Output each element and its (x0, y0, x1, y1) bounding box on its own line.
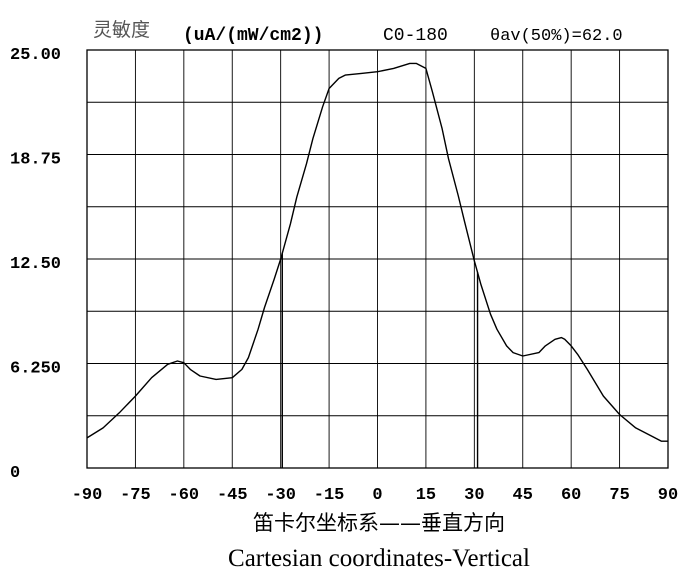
x-tick-label: -60 (169, 486, 200, 505)
x-tick-label: 45 (513, 486, 533, 505)
y-tick-label: 0 (10, 464, 20, 483)
y-tick-labels: 0 6.250 12.50 18.75 25.00 (10, 46, 61, 483)
x-tick-label: 90 (658, 486, 678, 505)
x-tick-label: -75 (120, 486, 151, 505)
x-tick-label: -30 (265, 486, 296, 505)
header-plane: C0-180 (383, 26, 448, 46)
x-tick-label: 75 (609, 486, 629, 505)
x-tick-label: 0 (372, 486, 382, 505)
header-unit: (uA/(mW/cm2)) (183, 26, 323, 46)
header-half-angle: θav(50%)=62.0 (490, 27, 623, 46)
x-tick-label: 30 (464, 486, 484, 505)
y-tick-label: 12.50 (10, 255, 61, 274)
half-intensity-markers (281, 253, 479, 468)
header-label-cn: 灵敏度 (93, 19, 150, 41)
sensitivity-curve (86, 62, 668, 442)
x-tick-label: -15 (314, 486, 345, 505)
grid-lines (87, 50, 668, 468)
x-tick-label: 15 (416, 486, 436, 505)
y-tick-label: 25.00 (10, 46, 61, 65)
y-tick-label: 6.250 (10, 360, 61, 379)
x-tick-labels: -90 -75 -60 -45 -30 -15 0 15 30 45 60 75 90 (72, 486, 679, 505)
series-layer (86, 62, 668, 442)
x-tick-label: 60 (561, 486, 581, 505)
footer-title-en: Cartesian coordinates-Vertical (228, 545, 530, 572)
x-tick-label: -90 (72, 486, 103, 505)
x-tick-label: -45 (217, 486, 248, 505)
footer-title-cn: 笛卡尔坐标系——垂直方向 (253, 511, 505, 535)
y-tick-label: 18.75 (10, 151, 61, 170)
